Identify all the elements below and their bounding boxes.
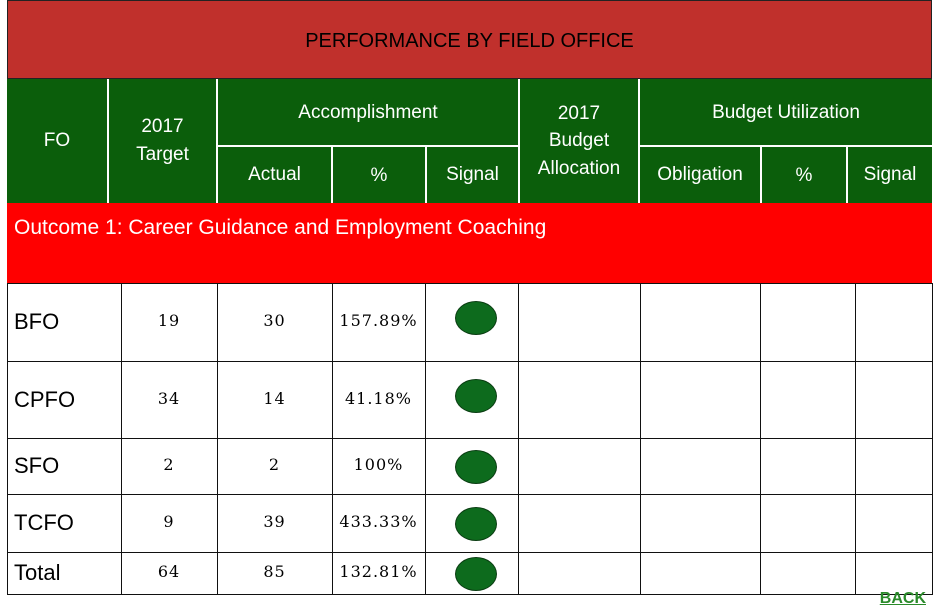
- header-target: Target: [136, 144, 189, 165]
- header-divider: [638, 145, 932, 147]
- table-cell: [518, 283, 641, 362]
- header-actual: Actual: [248, 164, 301, 185]
- row-actual-value: 30: [263, 311, 286, 330]
- table-cell: [121, 552, 218, 595]
- header-divider: [518, 79, 520, 203]
- table-cell: [640, 494, 761, 553]
- table-cell: [760, 438, 856, 495]
- table-cell: [640, 438, 761, 495]
- table-cell: [640, 552, 761, 595]
- signal-indicator-icon: [455, 379, 497, 413]
- header-accomplishment: Accomplishment: [298, 102, 438, 123]
- back-link[interactable]: BACK: [879, 590, 926, 607]
- row-pct-value: 433.33%: [339, 512, 418, 531]
- row-actual-value: 39: [263, 512, 286, 531]
- table-cell: [217, 494, 333, 553]
- row-actual-value: 85: [263, 562, 286, 581]
- header-divider: [760, 145, 762, 203]
- table-cell: [855, 552, 933, 595]
- table-cell: [332, 283, 426, 362]
- table-cell: [217, 552, 333, 595]
- table-cell: [760, 552, 856, 595]
- table-cell: [217, 283, 333, 362]
- header-divider: [216, 145, 518, 147]
- row-target-value: 64: [157, 562, 181, 581]
- header-divider: [107, 79, 109, 203]
- signal-indicator-icon: [455, 557, 497, 591]
- header-divider: [638, 79, 640, 203]
- row-fo-label: CPFO: [14, 386, 76, 412]
- table-cell: [855, 283, 933, 362]
- row-fo-label: TCFO: [14, 510, 74, 535]
- table-cell: [217, 361, 333, 439]
- signal-indicator-icon: [455, 301, 497, 335]
- header-divider: [216, 79, 218, 203]
- row-target-value: 9: [163, 512, 175, 531]
- header-signal: Signal: [446, 164, 499, 185]
- outcome-title: Outcome 1: Career Guidance and Employmen…: [14, 216, 547, 239]
- table-cell: [7, 438, 122, 495]
- page-title: PERFORMANCE BY FIELD OFFICE: [305, 30, 634, 52]
- row-target-value: 34: [157, 388, 181, 408]
- table-cell: [855, 438, 933, 495]
- table-cell: [760, 361, 856, 439]
- row-fo-label: BFO: [14, 309, 60, 334]
- row-target-value: 2: [163, 455, 175, 474]
- table-cell: [855, 494, 933, 553]
- table-cell: [518, 552, 641, 595]
- table-cell: [518, 438, 641, 495]
- row-pct-value: 132.81%: [339, 562, 418, 581]
- header-divider: [425, 145, 427, 203]
- header-divider: [331, 145, 333, 203]
- table-cell: [518, 361, 641, 439]
- header-budget-year: 2017: [557, 103, 601, 124]
- header-divider: [846, 145, 848, 203]
- row-target-value: 19: [157, 311, 181, 330]
- table-cell: [855, 361, 933, 439]
- table-cell: [518, 494, 641, 553]
- header-fo: FO: [43, 130, 71, 151]
- table-cell: [332, 438, 426, 495]
- header-target-year: 2017: [141, 116, 184, 137]
- row-pct-value: 41.18%: [344, 388, 412, 408]
- table-cell: [121, 494, 218, 553]
- table-cell: [760, 283, 856, 362]
- table-cell: [640, 361, 761, 439]
- table-cell: [760, 494, 856, 553]
- row-fo-label: Total: [14, 560, 61, 585]
- table-header: [7, 79, 932, 203]
- row-pct-value: 100%: [353, 455, 404, 474]
- header-budget: Budget: [548, 130, 610, 151]
- signal-indicator-icon: [455, 507, 497, 541]
- row-actual-value: 14: [263, 388, 286, 408]
- header-allocation: Allocation: [537, 158, 621, 179]
- header-signal-2: Signal: [863, 164, 917, 185]
- outcome-bar: [7, 203, 932, 283]
- table-cell: [121, 283, 218, 362]
- table-cell: [640, 283, 761, 362]
- row-actual-value: 2: [268, 455, 281, 474]
- header-budget-utilization: Budget Utilization: [712, 102, 860, 123]
- row-fo-label: SFO: [14, 453, 60, 478]
- header-percent-2: %: [795, 165, 813, 186]
- header-percent: %: [370, 165, 388, 186]
- header-obligation: Obligation: [657, 164, 743, 185]
- signal-indicator-icon: [455, 450, 497, 484]
- title-bar: [7, 0, 932, 79]
- row-pct-value: 157.89%: [339, 311, 418, 330]
